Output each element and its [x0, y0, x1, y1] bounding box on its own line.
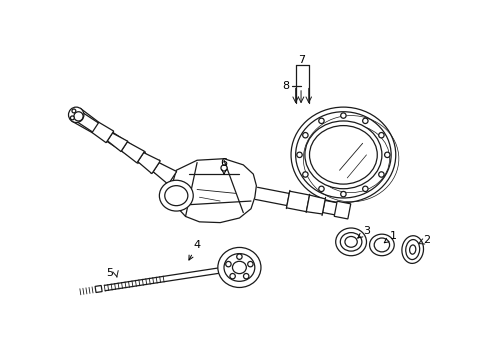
Polygon shape [153, 163, 176, 184]
Polygon shape [172, 159, 256, 222]
Text: 4: 4 [188, 240, 200, 260]
Circle shape [243, 274, 248, 279]
Ellipse shape [159, 180, 193, 211]
Ellipse shape [401, 236, 423, 264]
Polygon shape [286, 191, 309, 212]
Text: 5: 5 [106, 267, 113, 278]
Circle shape [225, 261, 231, 267]
Ellipse shape [335, 228, 366, 256]
Circle shape [340, 192, 346, 197]
Polygon shape [92, 122, 114, 143]
Circle shape [302, 132, 307, 138]
Circle shape [247, 261, 253, 267]
Polygon shape [333, 201, 350, 219]
Ellipse shape [305, 121, 381, 189]
Circle shape [302, 172, 307, 177]
Polygon shape [121, 142, 144, 163]
Ellipse shape [369, 234, 393, 256]
Circle shape [362, 186, 367, 192]
Circle shape [221, 165, 226, 171]
Polygon shape [107, 133, 127, 152]
Text: 1: 1 [384, 231, 396, 243]
Polygon shape [305, 195, 325, 214]
Text: 3: 3 [357, 226, 369, 238]
Circle shape [296, 152, 302, 158]
Ellipse shape [290, 107, 395, 203]
Circle shape [378, 132, 383, 138]
Polygon shape [95, 285, 102, 293]
Circle shape [318, 186, 324, 192]
Text: 6: 6 [220, 158, 227, 174]
Circle shape [229, 274, 235, 279]
Circle shape [384, 152, 389, 158]
Circle shape [362, 118, 367, 123]
Ellipse shape [217, 247, 261, 288]
Circle shape [318, 118, 324, 123]
Text: 8: 8 [282, 81, 288, 91]
Polygon shape [138, 153, 160, 174]
Circle shape [70, 116, 74, 120]
Circle shape [378, 172, 383, 177]
Text: 7: 7 [298, 55, 305, 65]
Circle shape [340, 113, 346, 118]
Circle shape [236, 254, 242, 259]
Text: 2: 2 [422, 235, 429, 244]
Circle shape [72, 109, 76, 113]
Circle shape [68, 107, 84, 122]
